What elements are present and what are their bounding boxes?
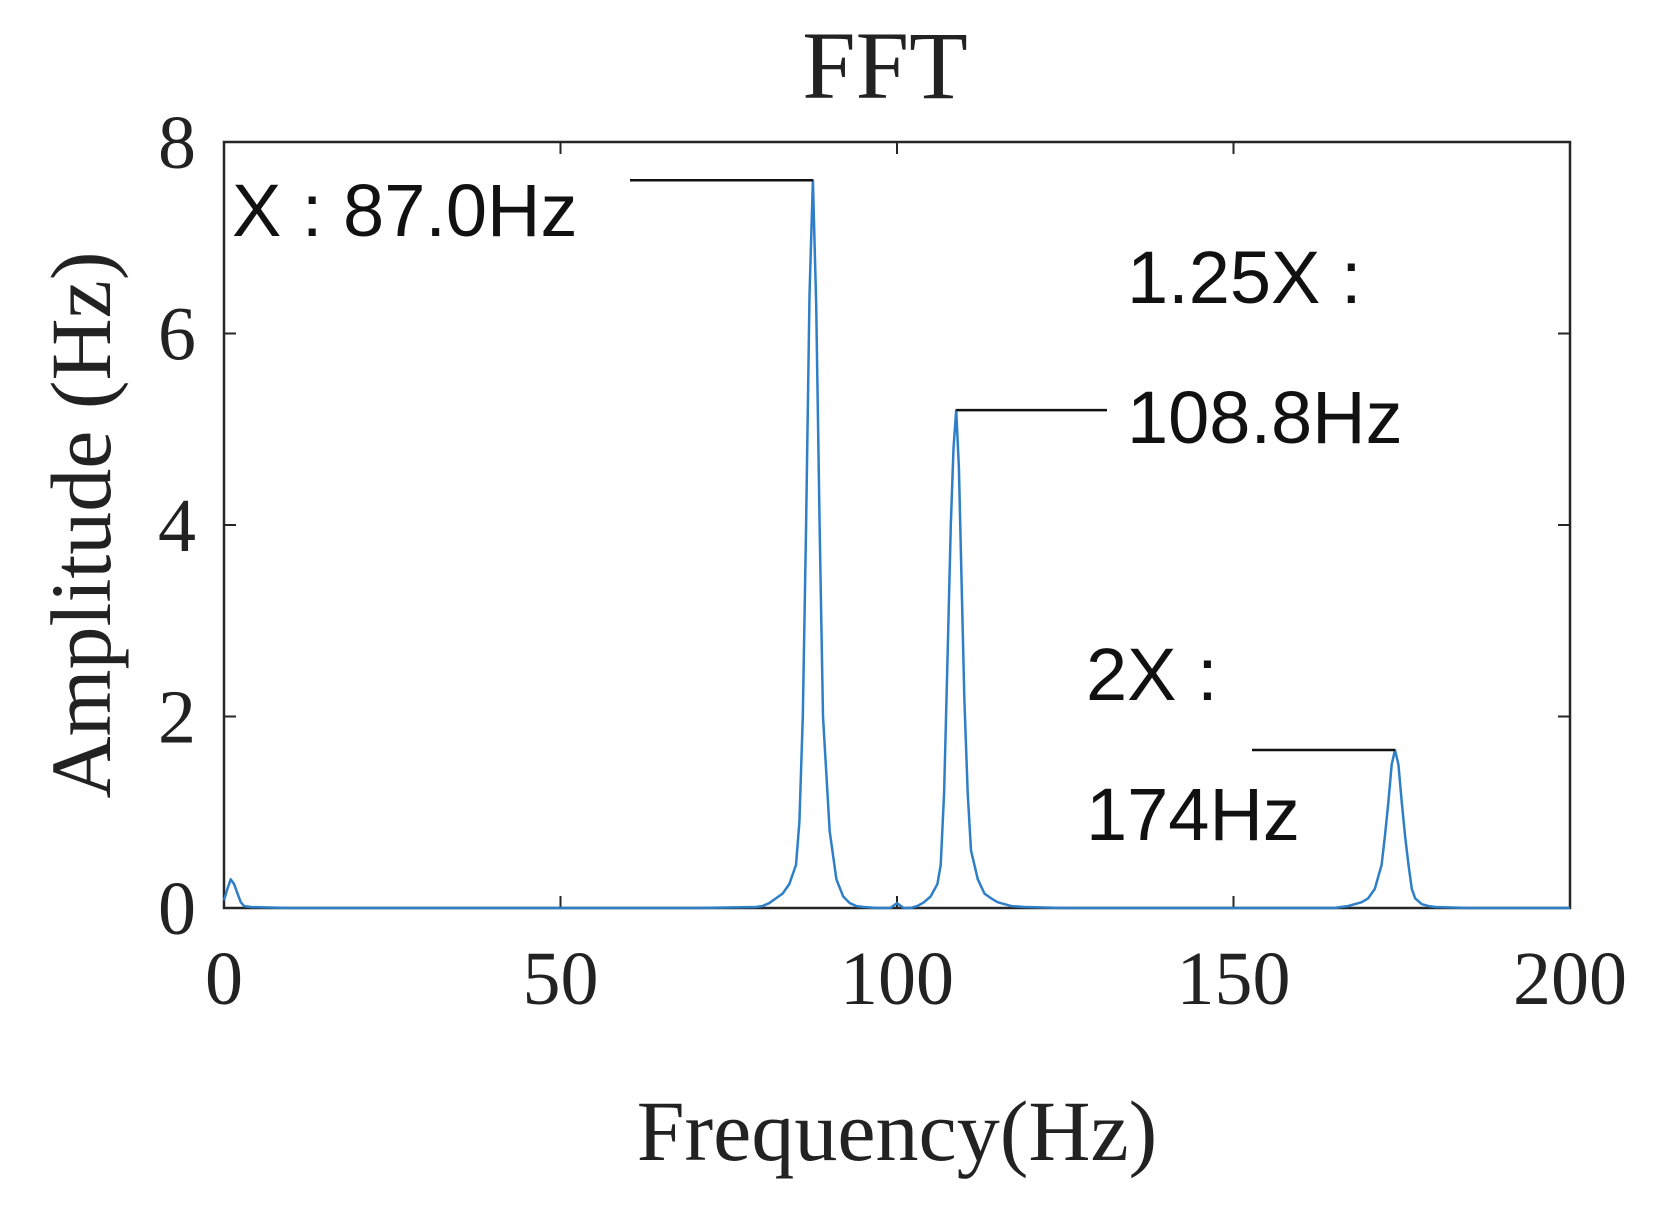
y-tick-label-2: 4: [158, 484, 196, 568]
x-tick-label-2: 100: [840, 937, 954, 1021]
y-tick-labels: 0 2 4 6 8: [158, 101, 196, 951]
y-axis-label: Amplitude (Hz): [33, 252, 129, 799]
x-tick-labels: 0 50 100 150 200: [205, 937, 1627, 1021]
chart-title: FFT: [802, 12, 967, 119]
x-tick-label-3: 150: [1177, 937, 1291, 1021]
series-layer: [222, 179, 1570, 910]
annotation-text-2-1: 174Hz: [1086, 773, 1300, 856]
peak-annotation-0: X : 87.0Hz: [232, 169, 813, 252]
y-tick-label-4: 8: [158, 101, 196, 185]
x-tick-label-0: 0: [205, 937, 243, 1021]
x-tick-label-4: 200: [1513, 937, 1627, 1021]
annotation-text-1-0: 1.25X :: [1127, 236, 1362, 319]
x-axis-label: Frequency(Hz): [637, 1083, 1158, 1179]
plot-area: X : 87.0Hz 1.25X : 108.8Hz 2X : 174Hz: [222, 140, 1572, 910]
peak-annotation-1: 1.25X : 108.8Hz: [956, 236, 1403, 459]
x-tick-label-1: 50: [523, 937, 599, 1021]
annotation-text-0-0: X : 87.0Hz: [232, 169, 578, 252]
annotation-text-2-0: 2X :: [1086, 633, 1218, 716]
series-line-0: [222, 179, 1570, 910]
annotation-text-1-1: 108.8Hz: [1127, 376, 1403, 459]
peak-annotation-2: 2X : 174Hz: [1086, 633, 1396, 856]
tick-marks: [223, 141, 1571, 909]
y-tick-label-3: 6: [158, 293, 196, 377]
y-tick-label-0: 0: [158, 867, 196, 951]
y-tick-label-1: 2: [158, 676, 196, 760]
plot-frame: [222, 140, 1572, 910]
annotation-layer: X : 87.0Hz 1.25X : 108.8Hz 2X : 174Hz: [232, 169, 1403, 856]
